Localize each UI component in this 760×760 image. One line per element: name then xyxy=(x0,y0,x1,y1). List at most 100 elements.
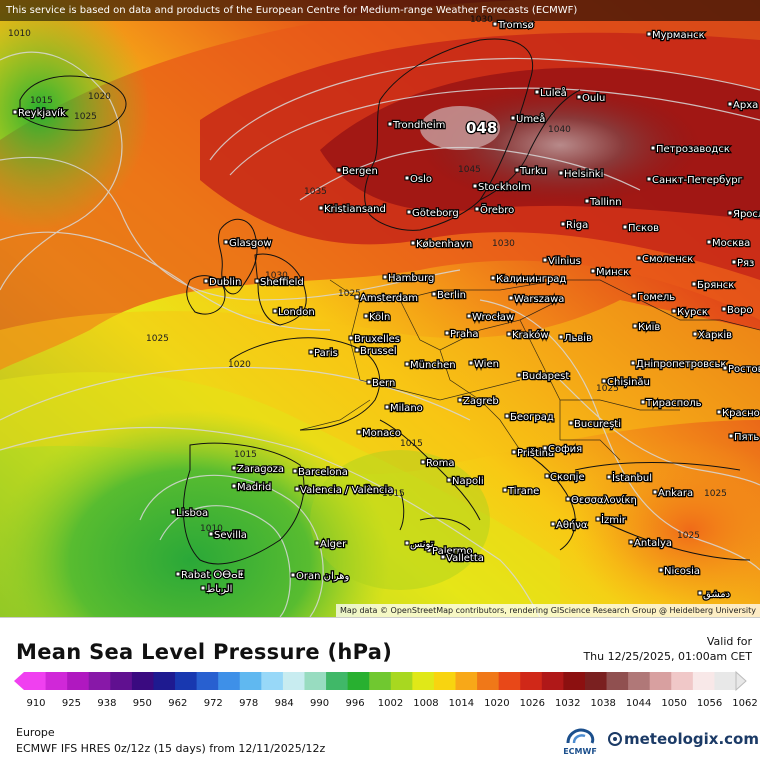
city-label: Paris xyxy=(314,348,338,359)
city-label: Amsterdam xyxy=(360,293,418,304)
isobar-label: 1020 xyxy=(228,360,251,370)
city-dot xyxy=(628,539,634,545)
city-dot xyxy=(727,101,733,107)
city-label: Bruxelles xyxy=(354,334,400,345)
city-marker: Umeå xyxy=(510,111,547,126)
color-scale-arrow-left xyxy=(14,672,24,690)
ecmwf-logo-text: ECMWF xyxy=(563,747,597,756)
color-scale-tick-label: 972 xyxy=(204,698,223,709)
city-marker: Valencia / València xyxy=(294,483,395,497)
city-dot xyxy=(203,278,209,284)
city-marker: Chișinău xyxy=(601,376,651,389)
city-marker: Тирасполь xyxy=(640,397,703,410)
city-marker: Яросл xyxy=(727,208,760,221)
city-dot xyxy=(510,115,516,121)
map-attribution[interactable]: Map data © OpenStreetMap contributors, r… xyxy=(336,604,760,617)
city-marker: Brussel xyxy=(354,345,398,358)
legend-panel: Mean Sea Level Pressure (hPa) Valid for … xyxy=(0,617,760,760)
color-scale-swatch xyxy=(347,672,370,690)
city-dot xyxy=(308,349,314,355)
city-dot xyxy=(506,331,512,337)
low-pressure-iberia xyxy=(0,410,390,617)
city-label: Ankara xyxy=(658,488,693,499)
city-dot xyxy=(560,221,566,227)
meteologix-brand[interactable]: meteologix.com xyxy=(608,730,759,748)
city-marker: Monaco xyxy=(356,427,402,440)
city-dot xyxy=(721,306,727,312)
pressure-map[interactable]: 048 1010 1015 1020 1025 1030 1035 1045 1040 1030… xyxy=(0,0,760,617)
isobar-label: 1015 xyxy=(382,489,405,499)
color-scale-swatch xyxy=(671,672,694,690)
city-dot xyxy=(550,521,556,527)
city-label: Београд xyxy=(510,412,554,423)
isobar-label: 1025 xyxy=(596,384,619,394)
city-marker: Napoli xyxy=(446,475,485,488)
city-dot xyxy=(646,176,652,182)
city-dot xyxy=(444,330,450,336)
ecmwf-logo[interactable]: ECMWF xyxy=(558,725,602,757)
isobar-label: 1040 xyxy=(548,125,571,135)
city-marker: Praha xyxy=(444,328,480,341)
city-marker: Kristiansand xyxy=(318,203,387,216)
meteologix-logo-icon xyxy=(608,732,622,746)
city-marker: Ряз xyxy=(731,257,756,270)
city-marker: София xyxy=(542,443,583,456)
city-label: İstanbul xyxy=(612,471,652,484)
city-dot xyxy=(606,474,612,480)
city-marker: Berlin xyxy=(431,289,467,302)
city-label: Zaragoza xyxy=(237,464,284,475)
city-dot xyxy=(544,473,550,479)
city-marker: Львів xyxy=(558,331,593,345)
city-markers: Tromsø Мурманск Reykjavík Luleå Oulu Арха Tron… xyxy=(12,19,760,601)
city-label: Barcelona xyxy=(298,467,348,478)
color-scale-swatch xyxy=(218,672,241,690)
color-scale-swatches xyxy=(14,670,747,692)
city-label: Riga xyxy=(566,220,588,231)
city-marker: تونس xyxy=(404,538,435,551)
city-label: Воро xyxy=(727,305,752,316)
city-marker: Amsterdam xyxy=(354,292,419,305)
city-label: Berlin xyxy=(437,290,466,301)
city-label: Sheffield xyxy=(260,277,304,288)
city-marker: Alger xyxy=(314,538,348,551)
city-marker: Paris xyxy=(308,347,339,360)
city-dot xyxy=(366,379,372,385)
city-marker: Valletta xyxy=(440,552,485,565)
city-dot xyxy=(170,509,176,515)
city-label: Dublin xyxy=(209,277,241,288)
city-dot xyxy=(534,89,540,95)
city-label: Тирасполь xyxy=(645,398,702,409)
color-scale-tick-label: 925 xyxy=(62,698,81,709)
city-label: Мурманск xyxy=(652,30,705,41)
color-scale-tick-label: 962 xyxy=(168,698,187,709)
color-scale-swatch xyxy=(455,672,478,690)
city-label: Kristiansand xyxy=(324,204,386,215)
high-pressure-value: 048 xyxy=(466,119,497,137)
city-marker: Kraków xyxy=(506,328,550,342)
city-label: Tallinn xyxy=(589,197,622,208)
city-marker: Гомель xyxy=(631,291,677,304)
city-label: Trondheim xyxy=(392,120,445,131)
city-dot xyxy=(692,331,698,337)
city-label: Warszawa xyxy=(514,294,564,305)
city-marker: München xyxy=(404,359,457,372)
city-dot xyxy=(492,21,498,27)
color-scale-swatch xyxy=(563,672,586,690)
city-label: Калининград xyxy=(496,274,566,285)
city-dot xyxy=(728,433,734,439)
city-label: Красно xyxy=(722,408,760,419)
city-marker: Stockholm xyxy=(472,181,532,194)
city-dot xyxy=(318,205,324,211)
city-dot xyxy=(420,459,426,465)
city-dot xyxy=(457,397,463,403)
city-dot xyxy=(584,198,590,204)
color-scale-swatch xyxy=(390,672,413,690)
city-label: Bergen xyxy=(342,166,378,177)
city-marker: Петрозаводск xyxy=(650,143,731,156)
city-marker: Арха xyxy=(727,99,760,112)
color-scale-tick-label: 1014 xyxy=(449,698,474,709)
isobar-label: 1020 xyxy=(88,92,111,102)
city-dot xyxy=(542,445,548,451)
city-marker: Θεσσαλονίκη xyxy=(565,493,638,507)
city-label: Oslo xyxy=(410,174,432,185)
